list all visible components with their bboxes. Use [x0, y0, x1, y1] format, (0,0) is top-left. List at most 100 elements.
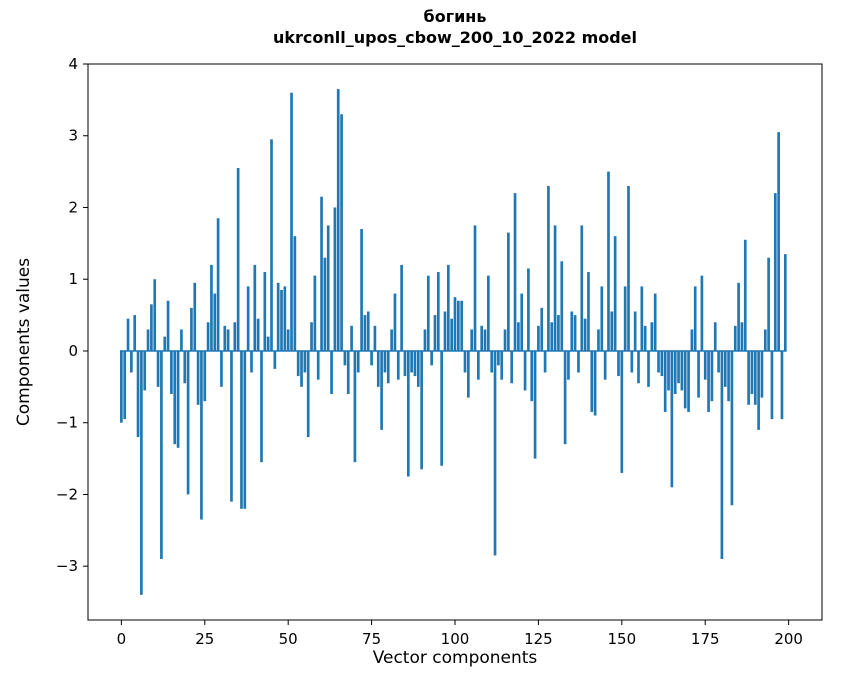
- bar: [520, 293, 524, 351]
- bar: [396, 350, 400, 380]
- bar: [763, 329, 767, 351]
- bar: [450, 318, 453, 351]
- bar: [403, 350, 407, 377]
- bar: [567, 350, 570, 380]
- bar: [510, 350, 514, 384]
- bar: [353, 350, 357, 463]
- bar: [233, 322, 237, 351]
- bar: [780, 350, 784, 420]
- bar: [467, 350, 470, 398]
- bar: [140, 350, 143, 595]
- bar: [533, 350, 537, 459]
- bar: [583, 318, 587, 351]
- bar: [446, 264, 450, 351]
- bar: [126, 318, 130, 351]
- bar: [373, 325, 377, 351]
- bar: [143, 350, 147, 391]
- bar: [500, 350, 504, 380]
- bar: [203, 350, 207, 402]
- bar: [537, 325, 540, 351]
- bar: [747, 350, 750, 405]
- bar: [153, 279, 157, 351]
- bar: [310, 322, 313, 351]
- bar: [386, 350, 390, 384]
- y-tick-label: 0: [68, 342, 78, 360]
- bar: [750, 350, 754, 395]
- bar: [200, 350, 203, 520]
- bar: [497, 350, 500, 366]
- bar: [393, 293, 397, 351]
- bar: [767, 257, 770, 351]
- bar: [647, 350, 650, 387]
- bar: [517, 322, 520, 351]
- bar: [230, 350, 233, 502]
- bar: [477, 350, 480, 380]
- bar: [183, 350, 187, 384]
- bar: [740, 322, 744, 351]
- bar: [473, 225, 477, 351]
- bar: [350, 325, 353, 351]
- bar: [160, 350, 163, 560]
- bar: [727, 350, 730, 402]
- x-tick-label: 150: [607, 630, 636, 648]
- bar: [720, 350, 724, 560]
- bar: [333, 207, 337, 351]
- bar: [660, 350, 664, 377]
- bar: [216, 218, 220, 351]
- bar: [273, 350, 277, 369]
- bar: [413, 350, 417, 377]
- bar: [266, 336, 270, 351]
- bar: [783, 254, 787, 351]
- bar: [240, 350, 243, 509]
- y-tick-label: −2: [56, 485, 78, 503]
- bar: [653, 293, 657, 351]
- bar: [383, 350, 387, 373]
- bar: [723, 350, 727, 387]
- chart-title-model: ukrconll_upos_cbow_200_10_2022 model: [272, 28, 638, 47]
- bar: [426, 275, 430, 351]
- bar: [170, 350, 173, 395]
- bar: [293, 236, 297, 351]
- bar: [540, 307, 544, 351]
- bar: [430, 350, 433, 366]
- bar: [326, 225, 330, 351]
- bar: [560, 261, 564, 351]
- bar: [657, 350, 660, 373]
- bar: [470, 329, 474, 351]
- y-tick-label: 4: [68, 55, 78, 73]
- bar: [490, 350, 494, 373]
- bar: [400, 264, 403, 351]
- y-tick-label: 3: [68, 127, 78, 145]
- x-tick-label: 25: [195, 630, 214, 648]
- bar: [340, 114, 343, 351]
- bar: [133, 315, 137, 351]
- bar: [773, 193, 777, 351]
- bar: [356, 350, 360, 373]
- bar: [416, 350, 420, 387]
- y-tick-label: −1: [56, 414, 78, 432]
- bar: [243, 350, 247, 509]
- bar: [453, 297, 457, 351]
- bar: [193, 282, 197, 351]
- bar: [687, 350, 690, 412]
- bar: [176, 350, 180, 448]
- bar: [607, 171, 610, 351]
- x-tick-label: 100: [441, 630, 470, 648]
- bar: [563, 350, 567, 445]
- bar: [313, 275, 317, 351]
- bar: [263, 272, 267, 351]
- bar: [130, 350, 133, 373]
- bar: [270, 139, 273, 351]
- bar: [306, 350, 310, 438]
- chart-title: богинь ukrconll_upos_cbow_200_10_2022 mo…: [88, 6, 822, 48]
- bar: [420, 350, 423, 470]
- bar: [280, 289, 283, 351]
- bar: [410, 350, 413, 373]
- bar: [206, 322, 210, 351]
- bar: [507, 232, 510, 351]
- bar: [226, 329, 230, 351]
- bar: [503, 329, 507, 351]
- bar: [370, 350, 373, 366]
- bar: [710, 350, 714, 402]
